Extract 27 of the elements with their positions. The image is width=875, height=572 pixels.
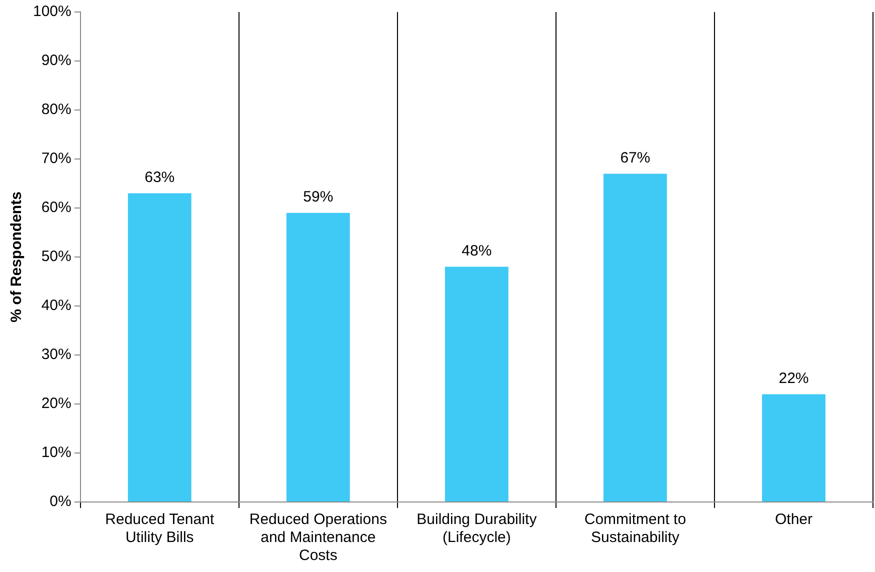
x-tick-label: Other — [774, 511, 812, 528]
x-tick-label: Building Durability (Lifecycle) — [416, 511, 538, 546]
bar — [444, 266, 508, 502]
y-tick-label: 70% — [41, 150, 72, 168]
bar — [286, 212, 350, 502]
bar — [604, 174, 667, 502]
data-label: 48% — [462, 242, 492, 260]
y-tick-label: 0% — [50, 493, 72, 510]
bar — [128, 193, 192, 502]
y-tick-label: 30% — [41, 346, 72, 364]
bar — [762, 394, 826, 502]
y-tick-label: 90% — [41, 52, 72, 70]
y-tick-label: 60% — [41, 199, 72, 216]
data-label: 59% — [303, 188, 334, 206]
x-tick-label: Reduced Operations and Maintenance Costs — [249, 511, 387, 564]
y-tick-label: 50% — [41, 248, 72, 266]
x-tick-label: Reduced Tenant Utility Bills — [105, 511, 215, 546]
y-tick-label: 40% — [41, 297, 72, 314]
y-tick-label: 20% — [41, 395, 72, 412]
y-tick-label: 100% — [32, 3, 72, 20]
data-label: 67% — [620, 149, 650, 166]
data-label: 22% — [778, 370, 809, 387]
x-tick-label: Commitment to Sustainability — [584, 511, 686, 546]
y-tick-label: 10% — [41, 444, 72, 462]
y-axis-title: % of Respondents — [8, 192, 26, 322]
y-tick-label: 80% — [41, 101, 72, 118]
data-label: 63% — [144, 168, 175, 186]
